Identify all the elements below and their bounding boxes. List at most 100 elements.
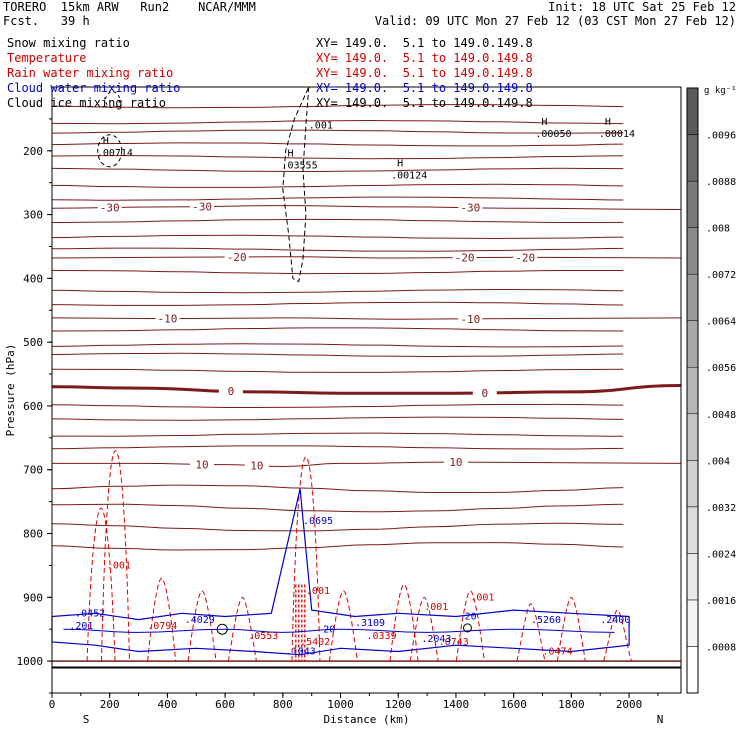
- rain-water-contour: [100, 450, 130, 662]
- valid-time: Valid: 09 UTC Mon 27 Feb 12 (03 CST Mon …: [374, 14, 736, 28]
- colorbar: .0096 .0088 .008 .0072 .0064 .0056 .0048 .004 .0…: [686, 86, 737, 694]
- cloud-ice-max-value: .00014: [599, 129, 635, 140]
- isotherm-line: [51, 218, 624, 224]
- isotherm-label-bg: [190, 200, 215, 213]
- cloud-ice-max-value: .03555: [281, 161, 317, 172]
- x-axis: 0 200 400 600 800 1000 1200 1400 1600 1800 2000: [49, 693, 659, 711]
- isotherm-label-bg: [452, 251, 477, 264]
- y-tick-label: 900: [23, 591, 43, 604]
- isotherm-line: [51, 129, 624, 134]
- colorbar-swatch: [686, 227, 699, 275]
- isotherm-line: [51, 142, 624, 147]
- cloud-ice-max-value: .00124: [391, 170, 427, 181]
- isotherm-line: [51, 343, 624, 348]
- cloud-water-label: .5260: [531, 615, 561, 626]
- isotherm-line: [51, 416, 624, 421]
- rain-water-contour: [291, 456, 321, 662]
- isotherm-label: -30: [460, 202, 480, 215]
- legend-rain-coords: XY= 149.0. 5.1 to 149.0.149.8: [316, 66, 533, 80]
- legend-cloud-ice-label: Cloud ice mixing ratio: [7, 96, 166, 110]
- isotherm-line: [51, 234, 624, 240]
- cloud-water-label: .2043: [421, 634, 451, 645]
- rain-water-label: .001: [306, 586, 330, 597]
- isotherm--10: -10 -10: [51, 312, 682, 326]
- cloud-ice-maximum: H.00050: [535, 117, 571, 140]
- isotherm-label-bg: [458, 312, 483, 325]
- colorbar-swatch: [686, 134, 699, 182]
- colorbar-swatch: [686, 460, 699, 508]
- colorbar-swatch: [686, 320, 699, 368]
- x-left-end-label: S: [83, 713, 90, 726]
- colorbar-tick-label: .0072: [706, 270, 736, 281]
- rain-water-contour: [556, 596, 586, 662]
- isotherm-label-bg: [97, 201, 122, 214]
- colorbar-tick-label: .0064: [706, 317, 736, 328]
- isotherm-line: [51, 119, 624, 125]
- legend-cloud-water-coords: XY= 149.0. 5.1 to 149.0.149.8: [316, 81, 533, 95]
- isotherm-line: [51, 247, 624, 252]
- isotherm-label: -30: [192, 201, 212, 214]
- colorbar-tick-label: .0096: [706, 131, 736, 142]
- x-tick-label: 800: [273, 698, 293, 711]
- cloud-ice-contour-label: .001: [309, 120, 333, 131]
- cloud-ice-small-contour: [97, 134, 123, 168]
- isotherm-line: [51, 403, 624, 409]
- cloud-ice-max-value: .00050: [535, 129, 571, 140]
- x-tick-label: 400: [157, 698, 177, 711]
- colorbar-swatch: [686, 273, 699, 321]
- colorbar-swatch: [686, 87, 699, 135]
- x-right-end-label: N: [657, 713, 664, 726]
- isotherm-line: [51, 542, 624, 551]
- isotherm-line: [51, 205, 682, 210]
- colorbar-unit: g kg⁻¹: [704, 86, 737, 96]
- rain-water-label: .0339: [367, 631, 397, 642]
- high-marker: H: [605, 117, 611, 128]
- isotherm-line: [51, 256, 682, 259]
- y-tick-label: 200: [23, 145, 43, 158]
- y-tick-label: 800: [23, 528, 43, 541]
- x-tick-label: 1000: [327, 698, 354, 711]
- plot-frame: [51, 86, 682, 694]
- isotherm-line: [51, 183, 624, 188]
- isotherm-label-bg: [155, 312, 180, 325]
- x-tick-label: 200: [100, 698, 120, 711]
- high-marker: H: [103, 136, 109, 147]
- isotherm-label: 0: [228, 385, 235, 398]
- legend-temperature-label: Temperature: [7, 51, 87, 65]
- rain-water-label: .001: [424, 602, 448, 613]
- rain-water-label: .001: [470, 593, 494, 604]
- rain-water-label: .0474: [543, 647, 573, 658]
- isotherm-line: [51, 327, 624, 332]
- isotherm-label: -20: [455, 252, 475, 265]
- colorbar-swatch: [686, 506, 699, 554]
- cloud-water-contours: [51, 488, 630, 656]
- cloud-water-label: .3109: [355, 618, 385, 629]
- rain-water-contour: [86, 507, 116, 662]
- colorbar-tick-label: .0048: [706, 410, 736, 421]
- isotherm-label: -20: [227, 251, 247, 264]
- colorbar-tick-label: .0016: [706, 596, 736, 607]
- temperature-other-isotherms: [51, 104, 624, 551]
- isotherm-label: 10: [195, 458, 208, 471]
- cloud-water-inner-contour: [63, 628, 615, 633]
- rain-water-contour: [227, 596, 257, 662]
- isotherm--30: -30 -30 -30: [51, 200, 682, 215]
- y-tick-label: 300: [23, 209, 43, 222]
- isotherm-label-bg: [244, 459, 269, 472]
- colorbar-tick-label: .0008: [706, 642, 736, 653]
- isotherm-line: [51, 368, 624, 373]
- isotherm-label-bg: [218, 385, 243, 398]
- colorbar-tick-label: .008: [706, 224, 730, 235]
- isotherm-line: [51, 155, 624, 160]
- colorbar-swatch: [686, 366, 699, 415]
- isotherm-label: 10: [449, 456, 462, 469]
- cloud-water-label: .2400: [600, 615, 630, 626]
- cloud-water-label: .201: [69, 621, 93, 632]
- isotherm-line: [51, 352, 624, 358]
- rain-water-label: .0553: [248, 631, 278, 642]
- isotherm-line: [51, 503, 624, 513]
- rain-water-label: .0794: [147, 621, 177, 632]
- isotherm-label-bg: [190, 458, 215, 471]
